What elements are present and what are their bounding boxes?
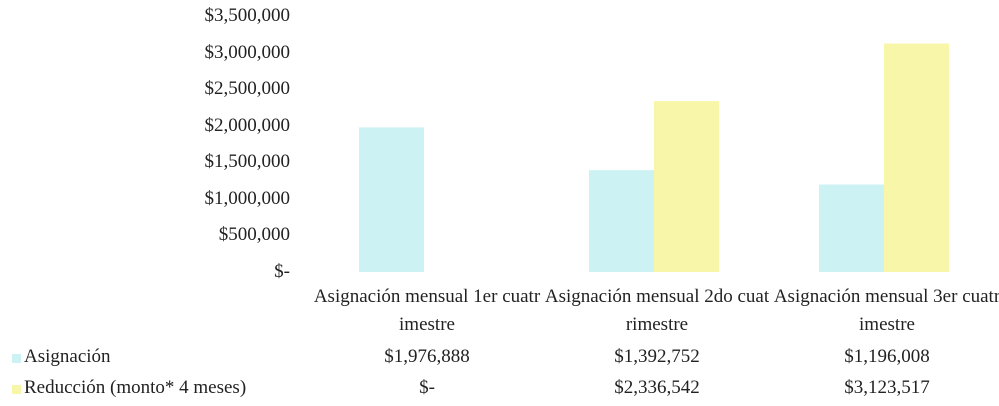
y-tick-label: $3,500,000 — [204, 5, 291, 26]
bar — [359, 127, 424, 273]
x-category-label: Asignación mensual 3er cuatrimestre — [773, 286, 999, 335]
y-tick-label: $- — [274, 261, 290, 282]
legend-label: Asignación — [24, 346, 111, 367]
legend-key — [12, 385, 21, 394]
bar — [589, 170, 654, 272]
bar — [819, 184, 884, 272]
x-category-label: Asignación mensual 1er cuatrimestre — [313, 286, 541, 335]
y-tick-label: $1,000,000 — [204, 187, 291, 209]
y-tick-label: $2,500,000 — [204, 78, 291, 100]
y-tick-label: $1,500,000 — [204, 151, 291, 173]
table-value: $- — [419, 377, 435, 398]
y-tick-label: $2,000,000 — [204, 114, 291, 136]
table-value: $1,392,752 — [614, 346, 700, 367]
y-tick-label: $3,000,000 — [204, 41, 291, 63]
legend-key — [12, 354, 21, 363]
table-value: $1,196,008 — [844, 346, 930, 367]
x-category-label: Asignación mensual 2do cuatrimestre — [544, 286, 770, 335]
table-value: $3,123,517 — [844, 377, 930, 398]
table-value: $1,976,888 — [384, 346, 470, 367]
bar — [884, 43, 949, 272]
legend-label: Reducción (monto* 4 meses) — [24, 377, 247, 398]
bar — [654, 101, 719, 273]
y-tick-label: $500,000 — [218, 224, 290, 246]
table-value: $2,336,542 — [614, 377, 700, 398]
